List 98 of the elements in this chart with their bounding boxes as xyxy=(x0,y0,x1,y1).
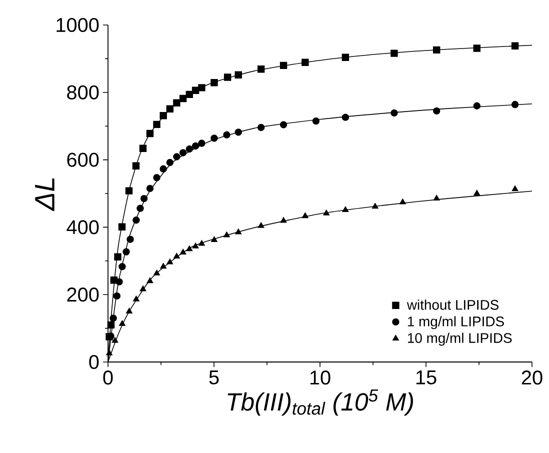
y-tick-label: 0 xyxy=(89,354,99,370)
x-tick-label: 5 xyxy=(209,370,219,384)
point xyxy=(280,62,288,70)
point xyxy=(323,210,330,216)
legend-label: without LIPIDS xyxy=(406,300,499,310)
point xyxy=(198,84,206,92)
point xyxy=(234,128,242,136)
point xyxy=(342,54,350,61)
point xyxy=(114,253,122,260)
point xyxy=(126,308,132,314)
point xyxy=(186,90,194,98)
legend-label: 1 mg/ml LIPIDS xyxy=(408,316,504,330)
point xyxy=(511,42,519,50)
point xyxy=(136,204,144,212)
point xyxy=(223,131,230,138)
x-tick-label: 10 xyxy=(310,370,330,385)
point xyxy=(140,286,146,292)
y-tick-label: 600 xyxy=(67,152,99,167)
point xyxy=(180,248,186,254)
point xyxy=(312,117,320,125)
point xyxy=(118,223,126,230)
point xyxy=(257,124,265,132)
point xyxy=(390,109,398,117)
point xyxy=(110,314,117,322)
y-tick-label: 400 xyxy=(66,220,99,234)
point xyxy=(140,194,148,202)
x-tick-label: 20 xyxy=(522,370,542,385)
x-axis-title: Tb(III)$_{total}$ (10$^{5}$ M) xyxy=(228,389,413,416)
point xyxy=(146,130,154,138)
point xyxy=(210,79,218,86)
point xyxy=(166,158,174,166)
y-tick-label: 800 xyxy=(67,85,99,100)
point xyxy=(302,212,308,218)
point xyxy=(160,263,166,269)
point xyxy=(146,184,154,192)
point xyxy=(390,50,398,57)
point xyxy=(139,144,147,152)
point xyxy=(302,58,309,66)
point xyxy=(372,203,378,209)
point xyxy=(107,321,115,329)
point xyxy=(433,107,440,115)
point xyxy=(433,46,440,54)
y-tick-label: 1000 xyxy=(56,18,99,32)
point xyxy=(174,252,180,259)
point xyxy=(224,232,230,238)
point xyxy=(258,222,264,228)
point xyxy=(192,142,200,150)
point xyxy=(112,337,118,343)
point xyxy=(132,216,140,224)
point xyxy=(192,242,199,248)
point xyxy=(154,270,160,276)
point xyxy=(198,240,205,246)
point xyxy=(160,165,167,172)
point xyxy=(512,186,518,192)
point xyxy=(106,350,112,356)
point xyxy=(280,217,287,223)
point xyxy=(179,149,187,156)
point xyxy=(234,71,242,78)
point xyxy=(342,114,350,121)
point xyxy=(473,44,480,52)
point xyxy=(186,145,194,153)
point xyxy=(173,99,180,106)
point xyxy=(235,228,242,234)
point xyxy=(153,174,160,182)
point xyxy=(160,112,167,120)
point xyxy=(474,190,480,196)
point xyxy=(118,263,126,270)
point xyxy=(186,246,193,252)
x-tick-label: 0 xyxy=(103,370,113,385)
point xyxy=(125,187,133,194)
point xyxy=(119,320,126,326)
point xyxy=(133,296,140,302)
legend-label: 10 mg/ml LIPIDS xyxy=(408,332,512,346)
point xyxy=(211,236,218,242)
point xyxy=(179,94,187,102)
point xyxy=(166,258,174,264)
y-tick-label: 200 xyxy=(67,288,99,302)
x-tick-label: 15 xyxy=(416,370,436,384)
point xyxy=(198,140,206,147)
point xyxy=(280,121,288,128)
point xyxy=(400,198,406,204)
point xyxy=(473,102,480,110)
point xyxy=(342,206,349,212)
point xyxy=(122,248,130,256)
point xyxy=(116,278,123,286)
point xyxy=(257,66,265,73)
y-axis-title: ΔL xyxy=(35,178,54,212)
point xyxy=(433,194,440,201)
point xyxy=(146,278,154,284)
point xyxy=(132,162,140,170)
point xyxy=(511,100,519,108)
point xyxy=(126,236,134,243)
point xyxy=(224,74,232,81)
point xyxy=(173,153,180,160)
point xyxy=(166,105,174,113)
point xyxy=(113,292,120,300)
point xyxy=(210,134,218,142)
point xyxy=(153,120,160,128)
